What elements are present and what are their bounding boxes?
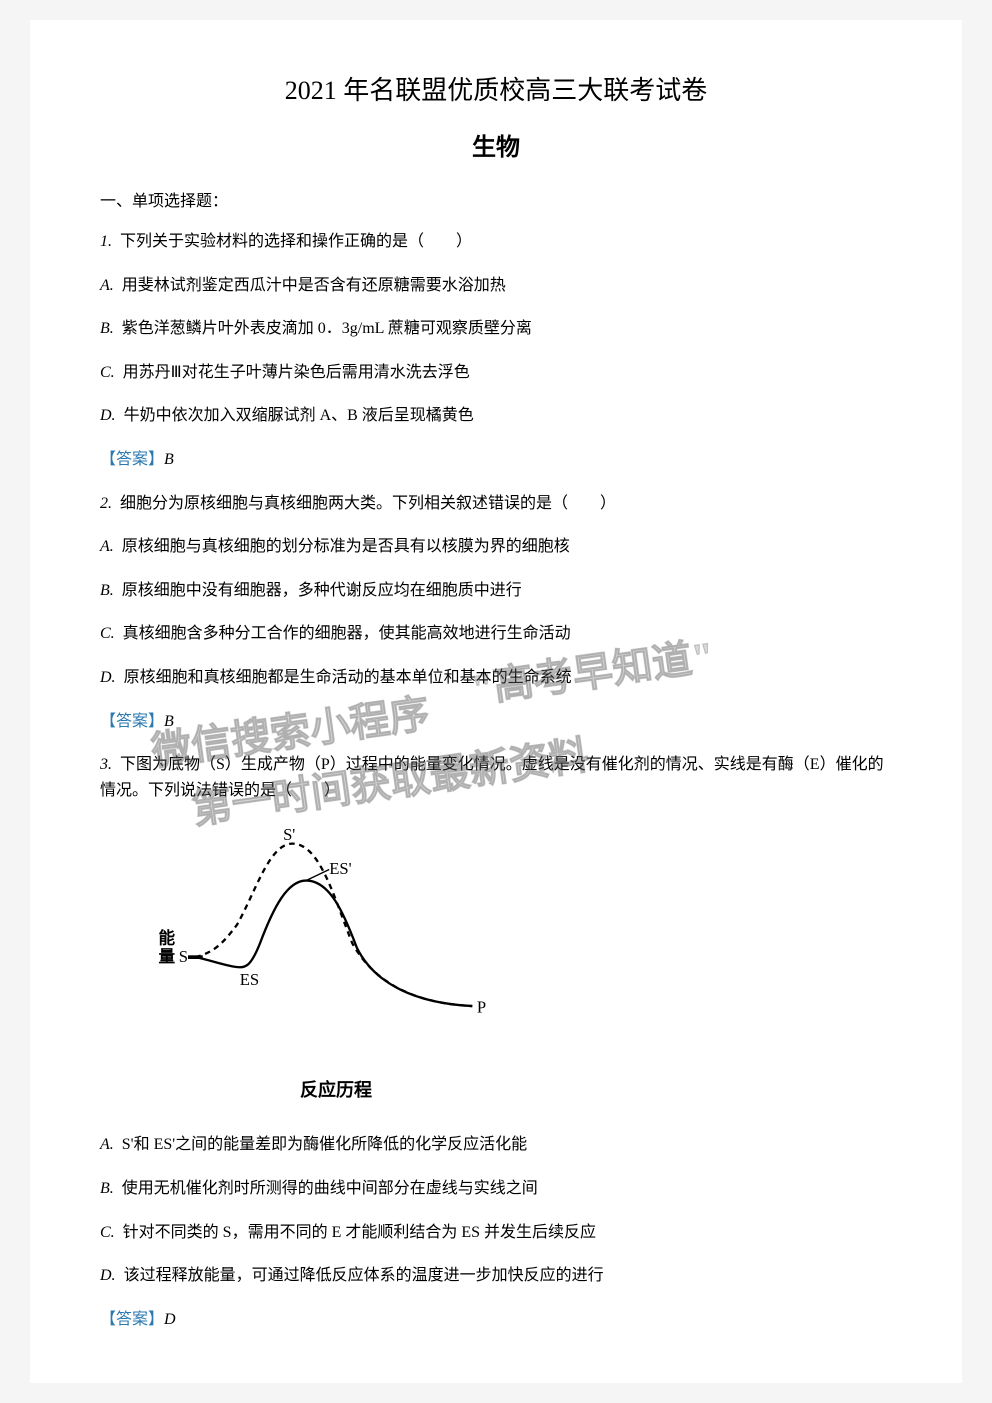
q3-opt-c: C. 针对不同类的 S，需用不同的 E 才能顺利结合为 ES 并发生后续反应 xyxy=(100,1220,892,1246)
page-subtitle: 生物 xyxy=(100,127,892,162)
q2-stem-text: 细胞分为原核细胞与真核细胞两大类。下列相关叙述错误的是（ ） xyxy=(120,495,616,512)
q3-c-label: C. xyxy=(100,1224,115,1241)
q2-answer: 【答案】B xyxy=(100,709,892,735)
q1-b-label: B. xyxy=(100,320,114,337)
q2-d-label: D. xyxy=(100,669,116,686)
q1-a-text: 用斐林试剂鉴定西瓜汁中是否含有还原糖需要水浴加热 xyxy=(122,277,506,294)
q3-c-text: 针对不同类的 S，需用不同的 E 才能顺利结合为 ES 并发生后续反应 xyxy=(123,1224,596,1241)
q3-b-text: 使用无机催化剂时所测得的曲线中间部分在虚线与实线之间 xyxy=(122,1180,538,1197)
q3-opt-d: D. 该过程释放能量，可通过降低反应体系的温度进一步加快反应的进行 xyxy=(100,1263,892,1289)
q1-opt-a: A. 用斐林试剂鉴定西瓜汁中是否含有还原糖需要水浴加热 xyxy=(100,273,892,299)
page-title: 2021 年名联盟优质校高三大联考试卷 xyxy=(100,70,892,107)
svg-text:ES': ES' xyxy=(329,859,351,878)
q2-a-label: A. xyxy=(100,538,114,555)
q2-b-text: 原核细胞中没有细胞器，多种代谢反应均在细胞质中进行 xyxy=(122,582,522,599)
q2-ans: B xyxy=(164,713,174,730)
q1-d-label: D. xyxy=(100,407,116,424)
q3-d-text: 该过程释放能量，可通过降低反应体系的温度进一步加快反应的进行 xyxy=(124,1267,604,1284)
q3-a-label: A. xyxy=(100,1136,114,1153)
q1-ans: B xyxy=(164,451,174,468)
q2-stem: 2. 细胞分为原核细胞与真核细胞两大类。下列相关叙述错误的是（ ） xyxy=(100,491,892,517)
section-header: 一、单项选择题： xyxy=(100,187,892,211)
chart-x-label: 反应历程 xyxy=(300,1076,892,1102)
q2-a-text: 原核细胞与真核细胞的划分标准为是否具有以核膜为界的细胞核 xyxy=(122,538,570,555)
energy-chart-svg: 能量S S' ES ES' P xyxy=(140,821,500,1061)
q1-stem: 1. 下列关于实验材料的选择和操作正确的是（ ） xyxy=(100,229,892,255)
q3-ans-label: 【答案】 xyxy=(100,1311,164,1328)
q1-stem-text: 下列关于实验材料的选择和操作正确的是（ ） xyxy=(120,233,472,250)
q1-d-text: 牛奶中依次加入双缩脲试剂 A、B 液后呈现橘黄色 xyxy=(124,407,474,424)
svg-text:S': S' xyxy=(283,825,295,844)
svg-text:ES: ES xyxy=(240,970,259,989)
q3-num: 3. xyxy=(100,756,112,773)
q2-num: 2. xyxy=(100,495,112,512)
q2-b-label: B. xyxy=(100,582,114,599)
q1-num: 1. xyxy=(100,233,112,250)
q3-stem-text: 下图为底物（S）生成产物（P）过程中的能量变化情况。虚线是没有催化剂的情况、实线… xyxy=(100,756,884,799)
q1-c-label: C. xyxy=(100,364,115,381)
q2-opt-b: B. 原核细胞中没有细胞器，多种代谢反应均在细胞质中进行 xyxy=(100,578,892,604)
q2-d-text: 原核细胞和真核细胞都是生命活动的基本单位和基本的生命系统 xyxy=(124,669,572,686)
q1-answer: 【答案】B xyxy=(100,447,892,473)
svg-text:能: 能 xyxy=(158,928,175,948)
q3-ans: D xyxy=(164,1311,176,1328)
q1-b-text: 紫色洋葱鳞片叶外表皮滴加 0．3g/mL 蔗糖可观察质壁分离 xyxy=(122,320,532,337)
q3-a-text: S'和 ES'之间的能量差即为酶催化所降低的化学反应活化能 xyxy=(122,1136,527,1153)
q2-opt-d: D. 原核细胞和真核细胞都是生命活动的基本单位和基本的生命系统 xyxy=(100,665,892,691)
q1-c-text: 用苏丹Ⅲ对花生子叶薄片染色后需用清水洗去浮色 xyxy=(123,364,470,381)
svg-text:量: 量 xyxy=(158,947,175,966)
q2-ans-label: 【答案】 xyxy=(100,713,164,730)
q3-stem: 3.下图为底物（S）生成产物（P）过程中的能量变化情况。虚线是没有催化剂的情况、… xyxy=(100,752,892,803)
exam-page: 2021 年名联盟优质校高三大联考试卷 生物 一、单项选择题： 1. 下列关于实验… xyxy=(30,20,962,1383)
q1-opt-b: B. 紫色洋葱鳞片叶外表皮滴加 0．3g/mL 蔗糖可观察质壁分离 xyxy=(100,316,892,342)
q3-answer: 【答案】D xyxy=(100,1307,892,1333)
q2-c-label: C. xyxy=(100,625,115,642)
q2-opt-a: A. 原核细胞与真核细胞的划分标准为是否具有以核膜为界的细胞核 xyxy=(100,534,892,560)
q1-a-label: A. xyxy=(100,277,114,294)
energy-chart: 能量S S' ES ES' P xyxy=(140,821,892,1066)
q1-opt-c: C. 用苏丹Ⅲ对花生子叶薄片染色后需用清水洗去浮色 xyxy=(100,360,892,386)
q3-opt-a: A. S'和 ES'之间的能量差即为酶催化所降低的化学反应活化能 xyxy=(100,1132,892,1158)
q3-b-label: B. xyxy=(100,1180,114,1197)
q3-d-label: D. xyxy=(100,1267,116,1284)
q2-opt-c: C. 真核细胞含多种分工合作的细胞器，使其能高效地进行生命活动 xyxy=(100,621,892,647)
svg-text:P: P xyxy=(477,998,486,1017)
q3-opt-b: B. 使用无机催化剂时所测得的曲线中间部分在虚线与实线之间 xyxy=(100,1176,892,1202)
q2-c-text: 真核细胞含多种分工合作的细胞器，使其能高效地进行生命活动 xyxy=(123,625,571,642)
q1-ans-label: 【答案】 xyxy=(100,451,164,468)
q1-opt-d: D. 牛奶中依次加入双缩脲试剂 A、B 液后呈现橘黄色 xyxy=(100,403,892,429)
svg-text:S: S xyxy=(179,947,188,966)
